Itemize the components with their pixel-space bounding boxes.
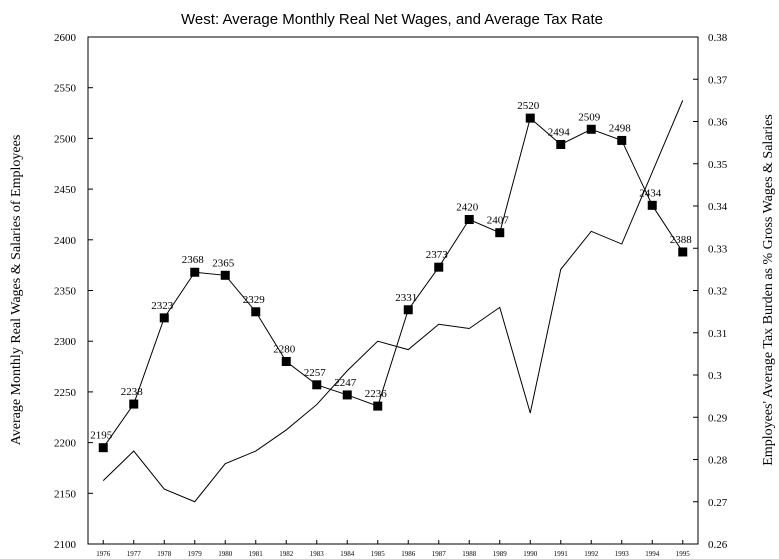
marker bbox=[617, 135, 627, 145]
y-tick-label: 2100 bbox=[54, 539, 77, 551]
marker bbox=[434, 262, 444, 272]
y2-tick-label: 0.36 bbox=[708, 117, 728, 129]
data-label: 2520 bbox=[517, 100, 540, 112]
x-tick-label: 1976 bbox=[96, 550, 111, 558]
x-tick-label: 1984 bbox=[340, 550, 355, 558]
x-tick-label: 1983 bbox=[310, 550, 325, 558]
x-tick-label: 1981 bbox=[249, 550, 264, 558]
y2-tick-label: 0.37 bbox=[708, 74, 728, 86]
y2-axis-label: Employees' Average Tax Burden as % Gross… bbox=[761, 114, 776, 466]
data-label: 2407 bbox=[487, 215, 510, 227]
data-label: 2494 bbox=[548, 126, 571, 138]
y-tick-label: 2350 bbox=[54, 286, 77, 298]
y-tick-label: 2150 bbox=[54, 488, 77, 500]
x-tick-label: 1988 bbox=[462, 550, 477, 558]
marker bbox=[159, 313, 169, 323]
x-tick-label: 1994 bbox=[645, 550, 660, 558]
x-tick-label: 1991 bbox=[554, 550, 569, 558]
y-tick-label: 2200 bbox=[54, 438, 77, 450]
marker bbox=[464, 215, 474, 225]
plot-frame bbox=[87, 36, 699, 545]
marker bbox=[495, 228, 505, 238]
data-label: 2420 bbox=[456, 202, 479, 214]
marker bbox=[251, 307, 261, 317]
x-tick-label: 1979 bbox=[188, 550, 203, 558]
data-label: 2329 bbox=[243, 294, 266, 306]
y2-tick-label: 0.3 bbox=[708, 370, 722, 382]
y2-tick-label: 0.33 bbox=[708, 243, 728, 255]
data-label: 2238 bbox=[121, 386, 144, 398]
y2-tick-label: 0.34 bbox=[708, 201, 728, 213]
y2-tick-label: 0.26 bbox=[708, 539, 728, 551]
marker bbox=[403, 305, 413, 315]
x-tick-label: 1987 bbox=[432, 550, 447, 558]
data-label: 2368 bbox=[182, 254, 205, 266]
data-label: 2498 bbox=[609, 122, 632, 134]
x-tick-label: 1985 bbox=[371, 550, 386, 558]
x-tick-label: 1986 bbox=[401, 550, 416, 558]
x-tick-label: 1977 bbox=[127, 550, 142, 558]
data-label: 2365 bbox=[212, 257, 235, 269]
y-axis-label: Average Monthly Real Wages & Salaries of… bbox=[9, 135, 24, 446]
y2-tick-label: 0.31 bbox=[708, 328, 727, 340]
x-tick-label: 1990 bbox=[523, 550, 538, 558]
y-tick-label: 2550 bbox=[54, 83, 77, 95]
y2-tick-label: 0.35 bbox=[708, 159, 728, 171]
data-label: 2373 bbox=[426, 249, 449, 261]
y-tick-label: 2450 bbox=[54, 184, 77, 196]
marker bbox=[525, 113, 535, 123]
marker bbox=[281, 356, 291, 366]
x-tick-label: 1982 bbox=[279, 550, 294, 558]
marker bbox=[312, 380, 322, 390]
y-tick-label: 2600 bbox=[54, 32, 77, 44]
marker bbox=[342, 390, 352, 400]
y2-tick-label: 0.28 bbox=[708, 455, 728, 467]
marker bbox=[647, 200, 657, 210]
x-tick-label: 1989 bbox=[493, 550, 508, 558]
marker bbox=[586, 124, 596, 134]
marker bbox=[373, 401, 383, 411]
series-line bbox=[102, 117, 684, 448]
data-label: 2509 bbox=[578, 111, 601, 123]
y2-tick-label: 0.29 bbox=[708, 412, 728, 424]
data-label: 2195 bbox=[90, 430, 113, 442]
x-tick-label: 1993 bbox=[615, 550, 630, 558]
data-label: 2434 bbox=[639, 187, 662, 199]
data-label: 2236 bbox=[365, 388, 388, 400]
marker bbox=[98, 443, 108, 453]
data-label: 2323 bbox=[151, 300, 174, 312]
x-tick-label: 1978 bbox=[157, 550, 172, 558]
data-label: 2257 bbox=[304, 367, 327, 379]
y2-tick-label: 0.32 bbox=[708, 286, 727, 298]
x-tick-label: 1992 bbox=[584, 550, 599, 558]
y2-tick-label: 0.27 bbox=[708, 497, 728, 509]
marker bbox=[129, 399, 139, 409]
marker bbox=[556, 139, 566, 149]
marker bbox=[678, 247, 688, 257]
chart-title: West: Average Monthly Real Net Wages, an… bbox=[181, 11, 603, 28]
data-label: 2388 bbox=[670, 234, 693, 246]
data-label: 2280 bbox=[273, 343, 296, 355]
y-tick-label: 2250 bbox=[54, 387, 77, 399]
marker bbox=[220, 270, 230, 280]
marker bbox=[190, 267, 200, 277]
y-tick-label: 2300 bbox=[54, 336, 77, 348]
y2-tick-label: 0.38 bbox=[708, 32, 728, 44]
x-tick-label: 1995 bbox=[676, 550, 691, 558]
y-tick-label: 2400 bbox=[54, 235, 77, 247]
x-tick-label: 1980 bbox=[218, 550, 233, 558]
data-label: 2247 bbox=[334, 377, 357, 389]
data-label: 2331 bbox=[395, 292, 417, 304]
y-tick-label: 2500 bbox=[54, 133, 77, 145]
series-line bbox=[102, 100, 684, 503]
